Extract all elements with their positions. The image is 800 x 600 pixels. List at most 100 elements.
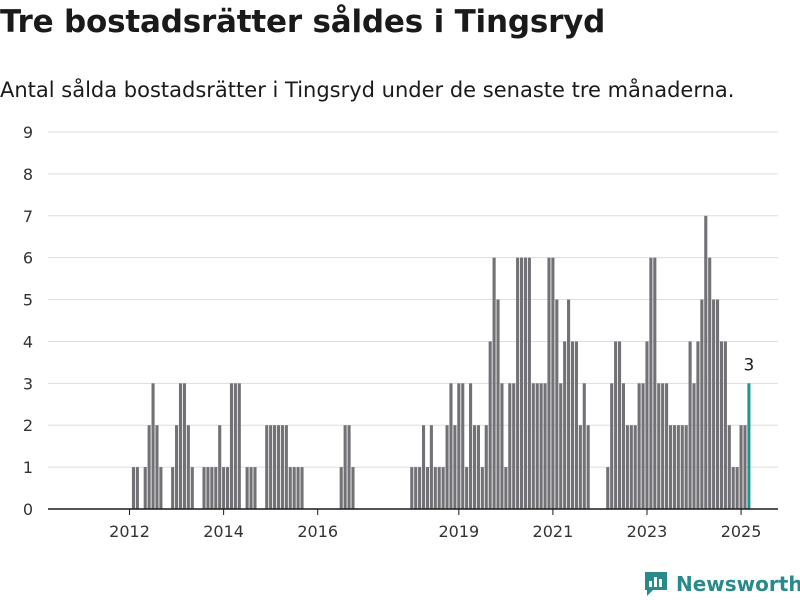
bar: [625, 425, 629, 509]
bar: [131, 467, 136, 509]
bar: [175, 425, 179, 509]
bar: [657, 383, 661, 509]
bar: [743, 425, 747, 509]
bar: [500, 383, 504, 509]
bar: [135, 467, 139, 509]
bar: [668, 425, 673, 509]
bar: [621, 383, 626, 509]
bar: [206, 467, 210, 509]
bar: [414, 467, 418, 509]
bar: [680, 425, 684, 509]
bar: [453, 425, 457, 509]
x-tick-label: 2016: [297, 522, 338, 541]
bar: [457, 383, 461, 509]
bar: [508, 383, 512, 509]
newsworthy-logo: Newsworthy: [643, 568, 800, 600]
bar: [704, 215, 708, 509]
chart-subtitle: Antal sålda bostadsrätter i Tingsryd und…: [0, 78, 735, 102]
brand-name: Newsworthy: [676, 572, 800, 596]
bar: [547, 257, 551, 509]
bar: [684, 425, 688, 509]
bar: [225, 467, 230, 509]
bar: [539, 383, 543, 509]
bar: [727, 425, 731, 509]
bar: [418, 467, 422, 509]
bar: [347, 425, 351, 509]
bar: [578, 425, 582, 509]
bar: [155, 425, 159, 509]
bar: [672, 425, 676, 509]
bar: [563, 341, 567, 509]
bar: [237, 383, 241, 509]
bar: [421, 425, 426, 509]
bar: [731, 467, 735, 509]
bar: [265, 425, 269, 509]
bar: [708, 257, 712, 509]
bar: [222, 467, 226, 509]
bar: [202, 467, 206, 509]
y-tick-label: 3: [23, 374, 33, 393]
bar: [429, 425, 433, 509]
bar: [696, 341, 700, 509]
bar: [276, 425, 281, 509]
bar: [441, 467, 445, 509]
bar: [449, 383, 453, 509]
bar: [543, 383, 547, 509]
bar: [688, 341, 692, 509]
x-tick-label: 2025: [721, 522, 762, 541]
bar: [739, 425, 743, 509]
bar: [559, 383, 563, 509]
x-tick-label: 2012: [109, 522, 150, 541]
y-tick-label: 6: [23, 249, 33, 268]
bar: [516, 257, 520, 509]
bar-highlight: [747, 383, 751, 509]
bar: [527, 257, 531, 509]
bar: [512, 383, 516, 509]
bar: [476, 425, 480, 509]
bar: [551, 257, 555, 509]
bar: [292, 467, 296, 509]
bar: [343, 425, 347, 509]
bar: [218, 425, 222, 509]
chart-title: Tre bostadsrätter såldes i Tingsryd: [0, 4, 606, 40]
bar: [445, 425, 449, 509]
bar: [496, 299, 500, 509]
bar: [182, 383, 186, 509]
bar: [245, 467, 249, 509]
bar: [159, 467, 163, 509]
bar: [712, 299, 716, 509]
bar: [288, 467, 292, 509]
bar: [700, 299, 704, 509]
bar: [715, 299, 720, 509]
bar: [339, 467, 343, 509]
bar: [531, 383, 535, 509]
bar: [723, 341, 727, 509]
bar: [719, 341, 724, 509]
bar: [586, 425, 590, 509]
bar: [653, 257, 657, 509]
y-tick-label: 0: [23, 500, 33, 519]
bar: [433, 467, 437, 509]
bar: [469, 383, 473, 509]
bar: [649, 257, 653, 509]
bar: [178, 383, 183, 509]
x-tick-label: 2014: [203, 522, 244, 541]
bar: [692, 383, 696, 509]
y-tick-label: 4: [23, 332, 33, 351]
bar: [249, 467, 253, 509]
bar: [351, 467, 355, 509]
bar: [437, 467, 441, 509]
bar: [676, 425, 680, 509]
bar: [735, 467, 739, 509]
bar: [614, 341, 618, 509]
y-tick-label: 2: [23, 416, 33, 435]
x-tick-label: 2019: [438, 522, 479, 541]
bar: [617, 341, 622, 509]
bar: [233, 383, 237, 509]
bar: [253, 467, 257, 509]
bar: [535, 383, 539, 509]
bar: [300, 467, 304, 509]
bar: [480, 467, 484, 509]
bar: [629, 425, 633, 509]
y-tick-label: 8: [23, 165, 33, 184]
